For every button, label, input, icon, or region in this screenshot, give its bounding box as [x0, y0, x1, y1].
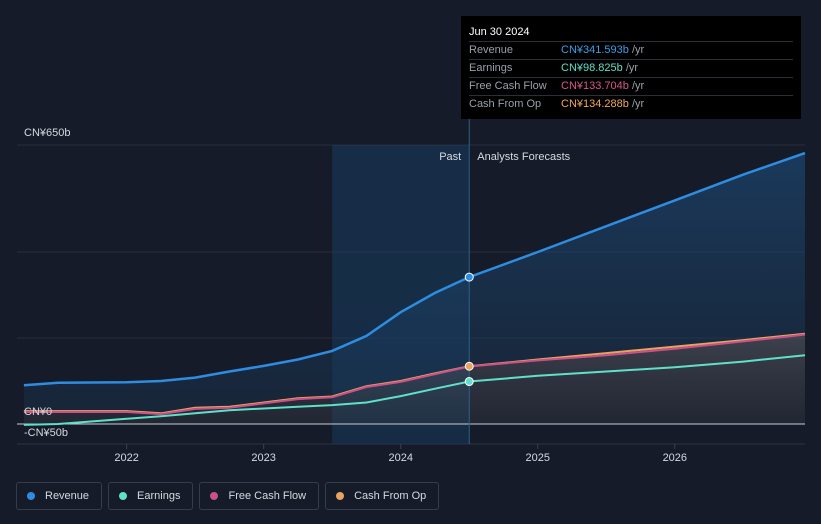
tooltip-row-value: CN¥134.288b /yr — [561, 98, 645, 110]
x-tick-label: 2025 — [526, 452, 550, 464]
marker-earnings — [464, 377, 474, 387]
legend-item-earnings[interactable]: Earnings — [108, 482, 194, 510]
tooltip-row-value: CN¥98.825b /yr — [561, 62, 639, 74]
series-line-earnings — [23, 354, 806, 426]
tooltip-row-value: CN¥341.593b /yr — [561, 44, 645, 56]
tooltip-row-name: Revenue — [469, 44, 514, 56]
tooltip-rows: Revenue CN¥341.593b /yr Earnings CN¥98.825b… — [469, 41, 793, 113]
legend-dot-icon — [119, 492, 128, 500]
marker-revenue — [464, 272, 474, 282]
legend-label: Cash From Op — [354, 490, 427, 502]
series-line-free-cash-flow — [23, 333, 806, 416]
legend-dot-icon — [210, 492, 219, 500]
tooltip-row: Cash From Op CN¥134.288b /yr — [469, 95, 793, 113]
tooltip-row-value: CN¥133.704b /yr — [561, 80, 645, 92]
tooltip: Jun 30 2024 Revenue CN¥341.593b /yr Earnin… — [461, 16, 801, 119]
x-tick-label: 2022 — [114, 452, 138, 464]
y-axis-label: CN¥650b — [24, 127, 70, 139]
marker-cash-from-op — [464, 361, 474, 371]
tooltip-row-name: Earnings — [469, 62, 513, 74]
legend: Revenue Earnings Free Cash Flow Cash From O… — [16, 482, 440, 510]
series-line-revenue — [23, 151, 806, 387]
tooltip-row: Earnings CN¥98.825b /yr — [469, 59, 793, 77]
legend-label: Revenue — [45, 490, 90, 502]
x-tick-label: 2026 — [663, 452, 687, 464]
tooltip-row: Free Cash Flow CN¥133.704b /yr — [469, 77, 793, 95]
tooltip-date: Jun 30 2024 — [469, 26, 530, 38]
x-tick-label: 2023 — [251, 452, 275, 464]
revenue-area — [23, 153, 805, 414]
legend-dot-icon — [336, 492, 345, 500]
forecast-label: Analysts Forecasts — [477, 151, 570, 163]
legend-item-cash-from-op[interactable]: Cash From Op — [325, 482, 440, 510]
x-tick-label: 2024 — [388, 452, 412, 464]
tooltip-row: Revenue CN¥341.593b /yr — [469, 41, 793, 59]
past-label: Past — [439, 151, 461, 163]
legend-label: Earnings — [137, 490, 181, 502]
legend-item-revenue[interactable]: Revenue — [16, 482, 103, 510]
legend-label: Free Cash Flow — [228, 490, 307, 502]
legend-dot-icon — [27, 492, 35, 500]
tooltip-row-name: Free Cash Flow — [469, 80, 547, 92]
y-axis-label: CN¥0 — [24, 406, 52, 418]
legend-item-free-cash-flow[interactable]: Free Cash Flow — [199, 482, 320, 510]
tooltip-row-name: Cash From Op — [469, 98, 542, 110]
y-axis-label: -CN¥50b — [24, 427, 68, 439]
chart: CN¥650b CN¥0 -CN¥50b Past Analysts Forecasts… — [17, 16, 806, 464]
